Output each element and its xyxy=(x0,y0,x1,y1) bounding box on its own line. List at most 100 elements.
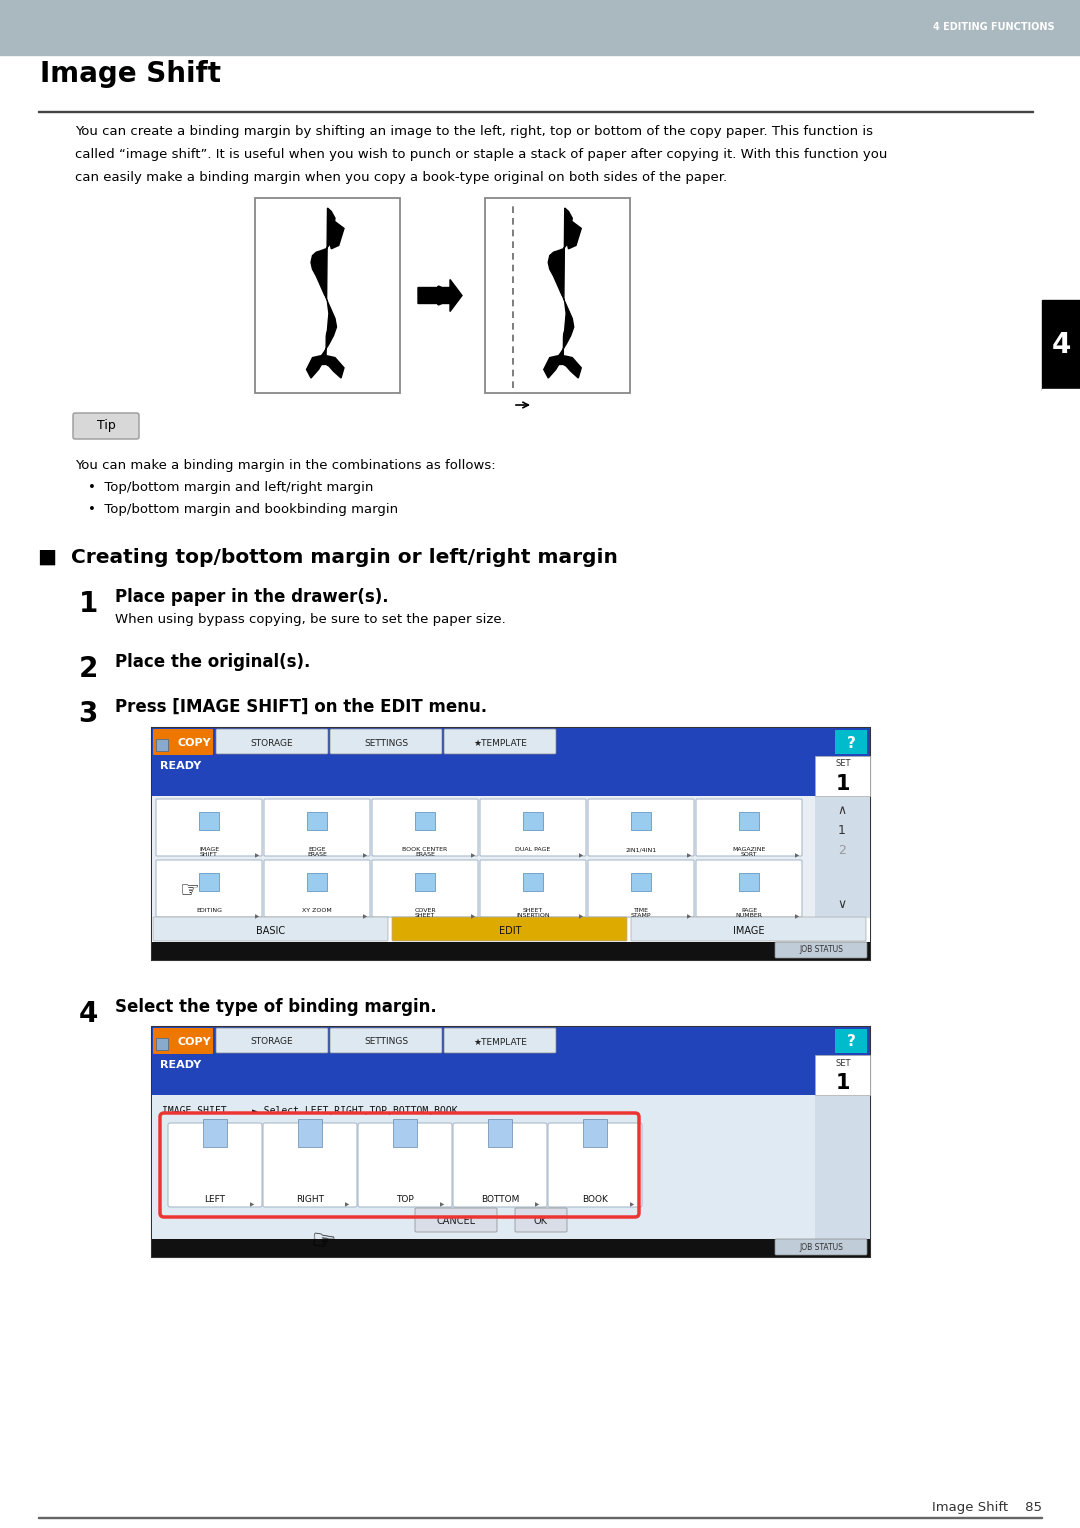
Text: SHEET
INSERTION: SHEET INSERTION xyxy=(516,908,550,918)
Polygon shape xyxy=(329,222,345,249)
Text: IMAGE
SHIFT: IMAGE SHIFT xyxy=(199,847,219,857)
Bar xyxy=(307,811,327,830)
Bar xyxy=(415,811,435,830)
Text: ▶: ▶ xyxy=(471,853,475,859)
Text: You can create a binding margin by shifting an image to the left, right, top or : You can create a binding margin by shift… xyxy=(75,125,873,138)
Text: ▶: ▶ xyxy=(630,1203,634,1207)
Text: IMAGE SHIFT: IMAGE SHIFT xyxy=(162,1106,227,1115)
Text: OK: OK xyxy=(534,1216,548,1225)
FancyBboxPatch shape xyxy=(696,860,802,917)
Text: LEFT: LEFT xyxy=(204,1195,226,1204)
FancyBboxPatch shape xyxy=(444,1028,556,1053)
Text: 1: 1 xyxy=(79,590,97,617)
Bar xyxy=(255,199,400,393)
Bar xyxy=(815,1096,870,1239)
Text: RIGHT: RIGHT xyxy=(296,1195,324,1204)
Text: JOB STATUS: JOB STATUS xyxy=(799,946,842,955)
Text: ▶: ▶ xyxy=(471,914,475,918)
FancyBboxPatch shape xyxy=(696,799,802,856)
Text: ▶: ▶ xyxy=(579,914,583,918)
Text: ▶: ▶ xyxy=(345,1203,349,1207)
Bar xyxy=(152,1027,870,1258)
FancyBboxPatch shape xyxy=(330,1028,442,1053)
Bar xyxy=(739,872,759,891)
Text: •  Top/bottom margin and bookbinding margin: • Top/bottom margin and bookbinding marg… xyxy=(87,503,399,516)
FancyBboxPatch shape xyxy=(73,413,139,439)
Text: ▶: ▶ xyxy=(687,914,691,918)
FancyBboxPatch shape xyxy=(264,1123,357,1207)
FancyBboxPatch shape xyxy=(357,1123,453,1207)
Text: JOB STATUS: JOB STATUS xyxy=(799,1242,842,1251)
Text: IMAGE: IMAGE xyxy=(733,926,765,937)
Bar xyxy=(523,811,543,830)
Text: BASIC: BASIC xyxy=(256,926,285,937)
Polygon shape xyxy=(566,222,581,249)
Bar xyxy=(203,1118,227,1148)
Text: COPY: COPY xyxy=(177,738,211,749)
FancyBboxPatch shape xyxy=(216,729,328,753)
Text: EDGE
ERASE: EDGE ERASE xyxy=(307,847,327,857)
Bar xyxy=(156,740,168,750)
FancyBboxPatch shape xyxy=(153,917,388,941)
Text: 1: 1 xyxy=(836,1073,850,1093)
Text: CANCEL: CANCEL xyxy=(436,1216,475,1225)
Bar xyxy=(199,811,219,830)
Bar xyxy=(0,0,1080,55)
Polygon shape xyxy=(418,280,462,312)
Text: COPY: COPY xyxy=(177,1038,211,1047)
Bar xyxy=(415,872,435,891)
FancyBboxPatch shape xyxy=(415,1209,497,1232)
Text: ► Select LEFT,RIGHT,TOP,BOTTOM,BOOK: ► Select LEFT,RIGHT,TOP,BOTTOM,BOOK xyxy=(252,1106,458,1115)
Text: 4: 4 xyxy=(79,999,97,1028)
FancyBboxPatch shape xyxy=(156,799,262,856)
Bar xyxy=(835,730,867,753)
Polygon shape xyxy=(319,296,327,341)
Text: MAGAZINE
SORT: MAGAZINE SORT xyxy=(732,847,766,857)
Bar xyxy=(152,1239,870,1258)
FancyBboxPatch shape xyxy=(548,1123,642,1207)
Text: COVER
SHEET: COVER SHEET xyxy=(415,908,436,918)
FancyBboxPatch shape xyxy=(264,799,370,856)
Text: can easily make a binding margin when you copy a book-type original on both side: can easily make a binding margin when yo… xyxy=(75,171,727,183)
Text: ∧: ∧ xyxy=(837,804,847,816)
Bar xyxy=(739,811,759,830)
Bar xyxy=(152,1096,815,1239)
Bar xyxy=(1042,299,1080,390)
Bar xyxy=(815,1054,870,1096)
FancyBboxPatch shape xyxy=(153,729,213,755)
FancyBboxPatch shape xyxy=(264,860,370,917)
FancyBboxPatch shape xyxy=(480,799,586,856)
Text: EDITING: EDITING xyxy=(195,908,222,914)
Text: 1: 1 xyxy=(836,775,850,795)
Bar xyxy=(631,811,651,830)
Text: ▶: ▶ xyxy=(255,914,259,918)
FancyBboxPatch shape xyxy=(156,860,262,917)
Text: XY ZOOM: XY ZOOM xyxy=(302,908,332,914)
FancyBboxPatch shape xyxy=(372,799,478,856)
FancyBboxPatch shape xyxy=(168,1123,262,1207)
FancyBboxPatch shape xyxy=(453,1123,546,1207)
Bar xyxy=(815,756,870,796)
Text: called “image shift”. It is useful when you wish to punch or staple a stack of p: called “image shift”. It is useful when … xyxy=(75,148,888,160)
Text: Select the type of binding margin.: Select the type of binding margin. xyxy=(114,998,436,1016)
Text: TOP: TOP xyxy=(396,1195,414,1204)
Bar xyxy=(1042,390,1080,393)
Text: ▶: ▶ xyxy=(795,853,799,859)
Text: TIME
STAMP: TIME STAMP xyxy=(631,908,651,918)
FancyBboxPatch shape xyxy=(444,729,556,753)
Text: ★TEMPLATE: ★TEMPLATE xyxy=(473,1038,527,1047)
Bar xyxy=(583,1118,607,1148)
FancyBboxPatch shape xyxy=(330,729,442,753)
Text: 3: 3 xyxy=(79,700,97,727)
Bar xyxy=(152,1054,870,1096)
Text: 2: 2 xyxy=(838,845,846,857)
Text: ?: ? xyxy=(847,1034,855,1050)
Text: Image Shift: Image Shift xyxy=(40,60,221,89)
Text: ▶: ▶ xyxy=(440,1203,444,1207)
FancyBboxPatch shape xyxy=(153,1028,213,1054)
Bar xyxy=(152,918,870,941)
Bar xyxy=(523,872,543,891)
Text: BOOK: BOOK xyxy=(582,1195,608,1204)
FancyBboxPatch shape xyxy=(631,917,866,941)
Text: ▶: ▶ xyxy=(249,1203,254,1207)
